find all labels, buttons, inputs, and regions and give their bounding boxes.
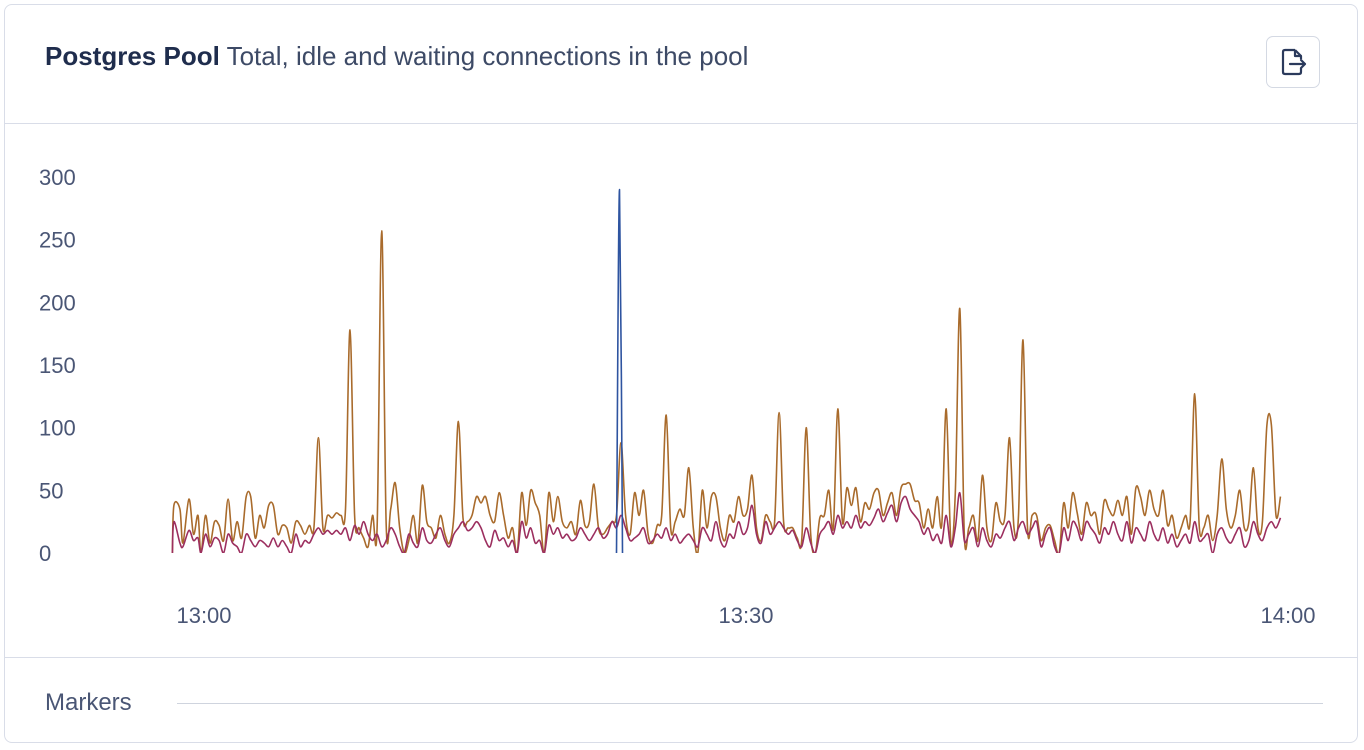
connections-line-chart: 300 250 200 150 100 50 0 13:00 13:30 14:00	[39, 165, 1316, 628]
x-tick-label: 13:00	[176, 603, 231, 628]
y-tick-label: 150	[39, 353, 76, 378]
panel-title-name: Postgres Pool	[45, 41, 220, 71]
series-line-waiting	[615, 188, 624, 553]
markers-track	[177, 703, 1323, 704]
export-icon	[1281, 48, 1307, 76]
y-tick-label: 50	[39, 478, 63, 503]
series-line-total	[171, 230, 1282, 553]
y-tick-label: 200	[39, 290, 76, 315]
markers-section: Markers	[5, 657, 1357, 742]
postgres-pool-panel: Postgres Pool Total, idle and waiting co…	[4, 4, 1358, 743]
y-tick-label: 300	[39, 165, 76, 190]
export-button[interactable]	[1266, 36, 1320, 88]
panel-header: Postgres Pool Total, idle and waiting co…	[5, 5, 1357, 124]
y-tick-label: 250	[39, 228, 76, 253]
y-tick-label: 0	[39, 541, 51, 566]
series-line-idle	[171, 491, 1282, 553]
y-tick-label: 100	[39, 416, 76, 441]
markers-label: Markers	[45, 689, 132, 716]
chart-area: 300 250 200 150 100 50 0 13:00 13:30 14:00	[5, 123, 1357, 658]
x-tick-label: 14:00	[1260, 603, 1315, 628]
panel-title: Postgres Pool Total, idle and waiting co…	[45, 41, 748, 72]
panel-subtitle: Total, idle and waiting connections in t…	[226, 41, 749, 71]
x-tick-label: 13:30	[718, 603, 773, 628]
